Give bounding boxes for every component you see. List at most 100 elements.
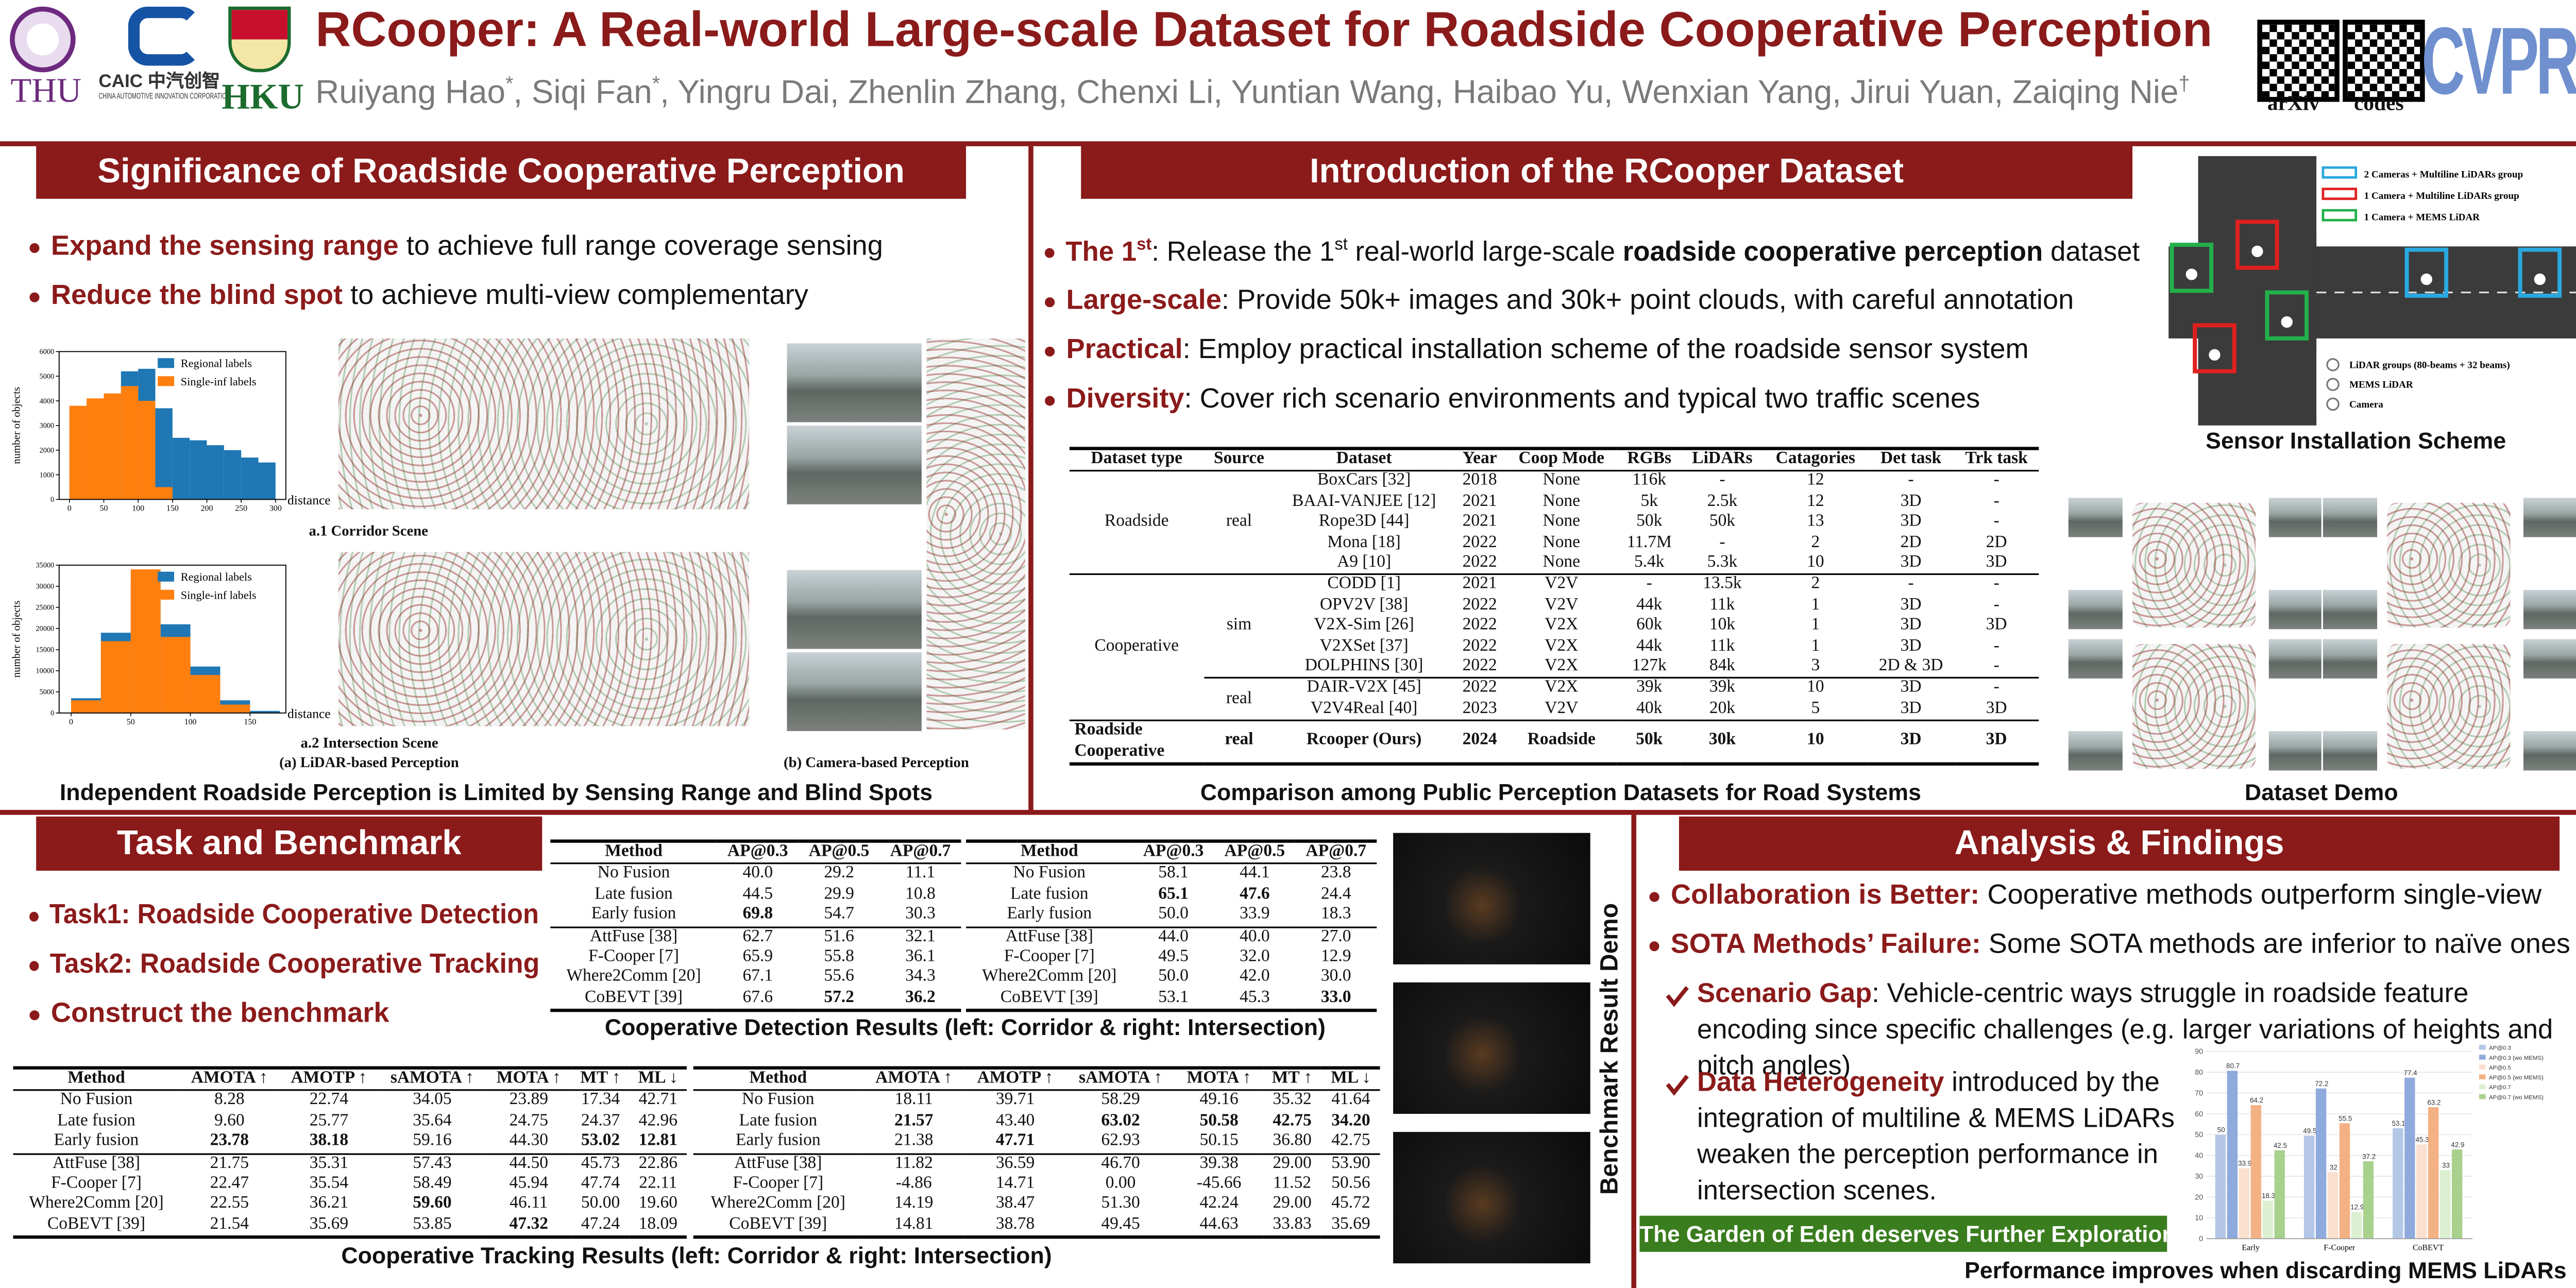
table-row: F-Cooper [7] 65.9 55.8 36.1	[550, 948, 961, 969]
y-tick-label: 90	[2195, 1048, 2203, 1056]
table-cell: 42.75	[1331, 1132, 1370, 1150]
text-run: *	[652, 72, 660, 95]
table-cell: 20k	[1709, 700, 1736, 718]
table-cell: 29.00	[1273, 1195, 1312, 1213]
table-cell: 23.8	[1320, 865, 1351, 883]
x-tick-label: 300	[269, 504, 282, 513]
table-cell: 57.2	[824, 989, 854, 1007]
y-tick-label: 40	[2195, 1152, 2203, 1160]
table-cell: 0.00	[1105, 1175, 1136, 1193]
text-run: Reduce the blind spot	[50, 279, 343, 311]
table-cell: 13.5k	[1681, 574, 1764, 597]
table-cell: 44.50	[486, 1153, 572, 1175]
table-cell: 65.1	[1158, 885, 1189, 904]
table-cell: V2V4Real [40]	[1310, 700, 1418, 718]
table-cell: 59.60	[413, 1195, 452, 1213]
sensor	[2185, 268, 2197, 280]
sensor	[2420, 273, 2432, 285]
text-run: to achieve full range coverage sensing	[398, 230, 883, 262]
table-row: AttFuse [38] 21.75 35.31 57.43 44.50 45.73 22.…	[13, 1153, 687, 1175]
table-row: Where2Comm [20] 50.0 42.0 30.0	[966, 969, 1377, 989]
table-cell: 62.93	[1101, 1132, 1140, 1150]
table-cell: 49.45	[1101, 1215, 1140, 1234]
sensor-scheme: 2 Cameras + Multiline LiDARs group 1 Came…	[2168, 156, 2576, 426]
table-cell: 5	[1811, 700, 1820, 718]
bar	[2393, 1128, 2403, 1239]
table-cell: BAAI-VANJEE [12]	[1292, 493, 1436, 511]
bar	[2315, 1088, 2327, 1239]
table-cell: Early fusion	[735, 1132, 821, 1150]
source-cell: real	[1204, 720, 1275, 765]
table-cell: 59.16	[413, 1132, 452, 1150]
histogram-bar	[87, 398, 104, 500]
y-tick-label: 50	[2195, 1131, 2203, 1139]
table-cell: 14.71	[995, 1175, 1035, 1193]
chart-caption: Performance improves when discarding MEM…	[1964, 1257, 2567, 1283]
legend-box	[2316, 350, 2566, 419]
table-cell: 1	[1811, 637, 1820, 655]
x-tick-label: CoBEVT	[2413, 1244, 2444, 1252]
bullet: Large-scale: Provide 50k+ images and 30k…	[1042, 284, 2139, 317]
x-tick-label: 200	[201, 504, 213, 513]
legend-label: AP@0.7	[2489, 1084, 2511, 1091]
demo-camera	[2321, 588, 2379, 631]
bullet: Construct the benchmark	[26, 997, 539, 1030]
table-cell: 14.19	[894, 1195, 934, 1213]
demo-camera	[2267, 637, 2325, 681]
table-cell: 49.16	[1199, 1091, 1239, 1110]
table-cell: F-Cooper [7]	[588, 948, 679, 967]
table-cell: 18.11	[894, 1091, 933, 1110]
value-label: 33	[2442, 1161, 2450, 1169]
table-cell: 12	[1807, 472, 1824, 490]
table-cell: No Fusion	[597, 865, 670, 883]
table-cell: 35.64	[413, 1112, 452, 1130]
table-cell: 50.0	[1158, 905, 1189, 924]
plot-frame	[58, 564, 286, 714]
table-cell: 32.1	[879, 926, 961, 948]
table-row: Early fusion 21.38 47.71 62.93 50.15 36.80 42.…	[693, 1132, 1380, 1154]
table-cell: 3D	[1900, 553, 1922, 572]
histogram-bar	[69, 405, 87, 500]
column-header: Method	[966, 841, 1133, 865]
header-row: Method AMOTA ↑ AMOTP ↑ sAMOTA ↑ MOTA ↑ MT ↑ ML…	[693, 1067, 1380, 1092]
sensor-box	[2235, 219, 2279, 270]
demo-lidar	[2387, 502, 2511, 628]
column-header: Method	[693, 1067, 863, 1092]
histogram-bar	[224, 450, 242, 500]
table-cell: 2.5k	[1707, 493, 1738, 511]
table-cell: -	[1954, 677, 2039, 700]
table-cell: -	[1719, 533, 1725, 552]
table-cell: 30.0	[1320, 968, 1351, 987]
text-run: Diversity	[1066, 382, 1184, 414]
table-cell: AttFuse [38]	[13, 1153, 180, 1175]
table-cell: 50k	[1617, 720, 1682, 765]
table-cell: 41.64	[1331, 1091, 1370, 1110]
header-row: Method AP@0.3 AP@0.5 AP@0.7	[550, 841, 961, 865]
bullet-dot	[1044, 248, 1055, 259]
section-caption: Independent Roadside Perception is Limit…	[59, 778, 933, 805]
value-label: 63.2	[2427, 1098, 2441, 1106]
demo-lidar	[2132, 502, 2256, 628]
table-cell: 2021	[1462, 493, 1497, 511]
legend-label: AP@0.5	[2489, 1065, 2511, 1071]
table-cell: 65.9	[742, 948, 773, 967]
legend-box	[2316, 162, 2566, 232]
demo-lidar	[2132, 644, 2256, 769]
table-cell: -	[1954, 574, 2039, 597]
table-cell: 62.7	[717, 926, 799, 948]
legend-label: LiDAR groups (80-beams + 32 beams)	[2349, 360, 2510, 370]
legend-label: 1 Camera + MEMS LiDAR	[2364, 212, 2480, 223]
table-cell: 39.38	[1175, 1153, 1263, 1175]
table-cell: 35.31	[279, 1153, 379, 1175]
table-cell: 35.32	[1273, 1091, 1312, 1110]
x-tick-label: 150	[244, 718, 256, 726]
table-cell: None	[1543, 553, 1581, 572]
table-cell: -	[1993, 513, 1999, 531]
table-cell: AttFuse [38]	[966, 926, 1133, 948]
bullet: Task2: Roadside Cooperative Tracking	[26, 948, 539, 981]
column-header: ML ↓	[1321, 1067, 1380, 1092]
y-tick-label: 5000	[40, 688, 55, 697]
table-cell: 53.02	[581, 1132, 620, 1150]
table-cell: None	[1543, 472, 1581, 490]
bar	[2215, 1134, 2226, 1239]
